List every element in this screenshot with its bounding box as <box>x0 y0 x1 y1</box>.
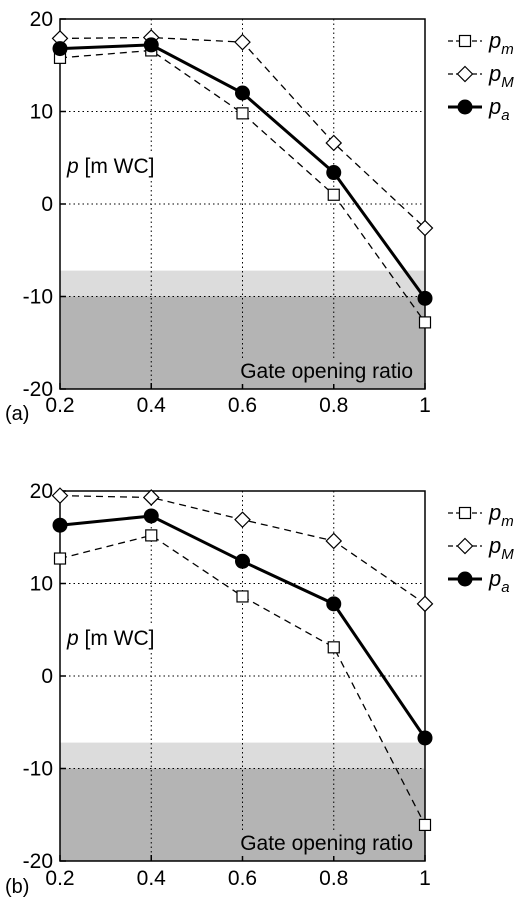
y-axis-label: p [m WC] <box>66 155 155 178</box>
legend-label: pm <box>488 500 514 530</box>
legend-marker <box>456 537 474 555</box>
legend-marker <box>456 65 474 83</box>
legend-label: pa <box>488 94 510 124</box>
y-axis-label-symbol: p <box>66 627 79 650</box>
legend-label-subscript: M <box>501 74 514 91</box>
legend-label-main: p <box>488 28 501 53</box>
x-axis-label: Gate opening ratio <box>240 832 413 855</box>
y-axis-label: p [m WC] <box>66 627 155 650</box>
data-point-p-a <box>52 41 68 57</box>
legend-entry-p-M: pM <box>448 533 514 563</box>
legend-entry-p-m: pm <box>448 500 514 530</box>
data-point-p-M <box>234 33 251 51</box>
panel-label: (a) <box>5 403 29 425</box>
data-point-p-M <box>416 219 434 237</box>
data-point-p-M <box>325 134 343 152</box>
data-point-p-a <box>143 508 159 524</box>
series-line-p-m <box>59 49 426 323</box>
chart-panel-a: 20 10 0 -10 -200.2 0.4 0.6 0.8 1 (a) p [m WC] Gate … <box>5 8 514 425</box>
series-line-p-m <box>59 534 426 826</box>
legend-entry-p-M: pM <box>448 61 514 91</box>
y-tick-label: 10 <box>30 573 53 596</box>
x-tick-label: 1 <box>419 394 431 417</box>
data-point-p-m <box>236 107 249 120</box>
y-tick-label: -20 <box>23 378 53 401</box>
legend-label-main: p <box>488 566 501 591</box>
data-point-p-a <box>143 37 159 53</box>
legend-entry-p-m: pm <box>448 28 514 58</box>
y-tick-label: 20 <box>30 480 53 503</box>
data-point-p-m <box>145 529 158 542</box>
legend-label-subscript: m <box>501 41 514 58</box>
x-axis-label-background <box>236 359 417 384</box>
legend-label: pM <box>488 533 514 563</box>
data-point-p-a <box>235 553 250 569</box>
legend-marker <box>458 506 472 520</box>
data-point-p-a <box>235 85 250 101</box>
data-point-p-a <box>417 730 433 746</box>
data-point-p-m <box>327 188 340 201</box>
data-point-p-m <box>418 818 432 832</box>
legend-label-main: p <box>488 94 501 119</box>
x-tick-label: 0.8 <box>319 867 348 890</box>
legend-label-main: p <box>488 533 501 558</box>
data-point-p-a <box>417 290 433 306</box>
shaded-band <box>60 742 425 769</box>
y-tick-label: 20 <box>30 8 53 31</box>
y-axis-label-symbol: p <box>66 155 79 178</box>
legend-label-subscript: M <box>501 546 514 563</box>
x-tick-label: 0.2 <box>45 867 74 890</box>
y-axis-label-background <box>64 625 158 651</box>
legend-label: pM <box>488 61 514 91</box>
y-tick-label: -10 <box>23 286 53 309</box>
y-axis-label-unit: [m WC] <box>79 155 155 178</box>
legend-marker <box>457 571 473 587</box>
data-point-p-a <box>52 517 68 533</box>
data-point-p-m <box>418 316 432 329</box>
x-tick-label: 0.4 <box>137 867 167 890</box>
legend-label-subscript: a <box>501 107 509 124</box>
y-tick-label: -10 <box>23 758 53 781</box>
y-tick-label: 10 <box>30 101 53 124</box>
legend-marker <box>457 99 473 115</box>
y-tick-label: 0 <box>41 193 53 216</box>
x-axis-label-background <box>236 831 417 856</box>
x-tick-label: 1 <box>419 867 431 890</box>
legend-label: pm <box>488 28 514 58</box>
legend-label-main: p <box>488 500 501 525</box>
shaded-band <box>60 270 425 297</box>
data-point-p-a <box>326 596 342 612</box>
data-point-p-M <box>325 532 343 550</box>
x-tick-label: 0.4 <box>137 394 167 417</box>
legend-label-subscript: a <box>501 579 509 596</box>
x-tick-label: 0.6 <box>228 394 257 417</box>
data-point-p-M <box>142 489 160 506</box>
y-tick-label: -20 <box>23 850 53 873</box>
legend-label: pa <box>488 566 510 596</box>
data-point-p-M <box>416 595 434 613</box>
data-point-p-m <box>327 641 340 654</box>
x-tick-label: 0.2 <box>45 394 74 417</box>
panel-label: (b) <box>5 876 29 898</box>
data-point-p-M <box>234 511 251 529</box>
data-point-p-M <box>51 487 69 504</box>
legend-label-main: p <box>488 61 501 86</box>
x-axis-label: Gate opening ratio <box>240 360 413 383</box>
data-point-p-a <box>326 165 342 181</box>
x-tick-label: 0.6 <box>228 867 257 890</box>
x-tick-label: 0.8 <box>319 394 348 417</box>
legend-entry-p-a: pa <box>448 566 510 596</box>
y-tick-label: 0 <box>41 665 53 688</box>
legend-entry-p-a: pa <box>448 94 510 124</box>
chart-panel-b: 20 10 0 -10 -200.2 0.4 0.6 0.8 1 (b) p [m WC] Gate … <box>5 480 514 898</box>
y-axis-label-background <box>64 153 158 179</box>
data-point-p-m <box>53 552 67 565</box>
legend-label-subscript: m <box>501 513 514 530</box>
legend-marker <box>458 34 472 48</box>
y-axis-label-unit: [m WC] <box>79 627 155 650</box>
data-point-p-m <box>236 590 249 603</box>
